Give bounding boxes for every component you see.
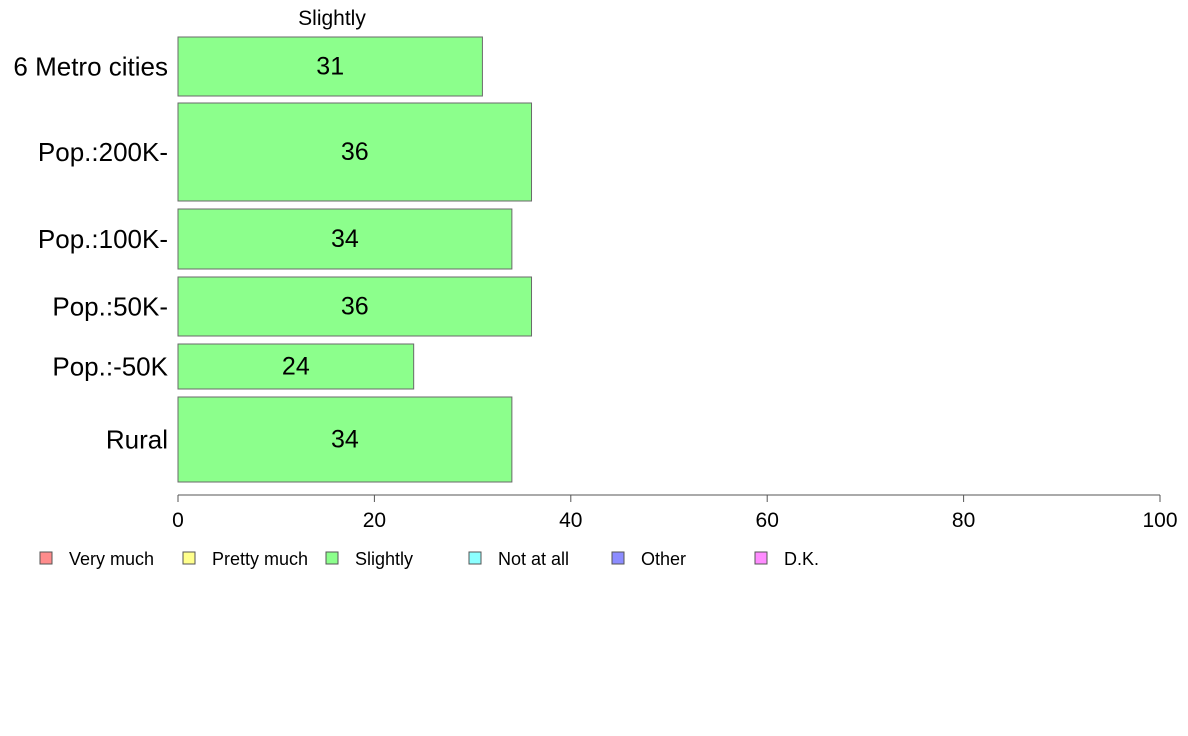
chart-title: Slightly — [298, 7, 366, 30]
category-label: Pop.:50K- — [52, 292, 168, 322]
x-axis: 0 20 40 60 80 100 — [172, 494, 1178, 532]
bar — [177, 102, 533, 202]
bar — [177, 208, 513, 270]
bar — [177, 396, 513, 483]
legend: Very much Pretty much Slightly Not at all Ot… — [39, 549, 819, 569]
x-tick-label: 0 — [172, 509, 184, 532]
legend-label: Very much — [69, 549, 154, 569]
x-tick-label: 60 — [756, 509, 779, 532]
category-label: Pop.:100K- — [38, 224, 168, 254]
legend-label: Not at all — [498, 549, 569, 569]
x-tick-label: 40 — [559, 509, 582, 532]
category-label: Rural — [106, 425, 168, 455]
bar — [177, 36, 483, 97]
bar — [177, 343, 415, 390]
bar-value-label: 34 — [331, 426, 359, 454]
x-tick-label: 20 — [363, 509, 386, 532]
category-label: Pop.:200K- — [38, 137, 168, 167]
bar-value-label: 24 — [282, 353, 310, 381]
legend-swatch — [754, 551, 768, 565]
legend-swatch — [182, 551, 196, 565]
legend-label: Slightly — [355, 549, 413, 569]
legend-swatch — [39, 551, 53, 565]
bars-layer: 6 Metro cities 31 Pop.:200K- 36 Pop.:100K- 34… — [13, 36, 533, 483]
legend-swatch — [325, 551, 339, 565]
bar-value-label: 36 — [341, 293, 369, 321]
x-tick-label: 100 — [1142, 509, 1177, 532]
legend-label: D.K. — [784, 549, 819, 569]
bar-value-label: 34 — [331, 225, 359, 253]
bar — [177, 276, 533, 337]
category-label: Pop.:-50K — [52, 352, 168, 382]
legend-swatch — [468, 551, 482, 565]
bar-value-label: 36 — [341, 138, 369, 166]
legend-label: Other — [641, 549, 686, 569]
category-label: 6 Metro cities — [13, 52, 168, 82]
legend-swatch — [611, 551, 625, 565]
bar-value-label: 31 — [316, 53, 344, 81]
legend-label: Pretty much — [212, 549, 308, 569]
x-tick-label: 80 — [952, 509, 975, 532]
